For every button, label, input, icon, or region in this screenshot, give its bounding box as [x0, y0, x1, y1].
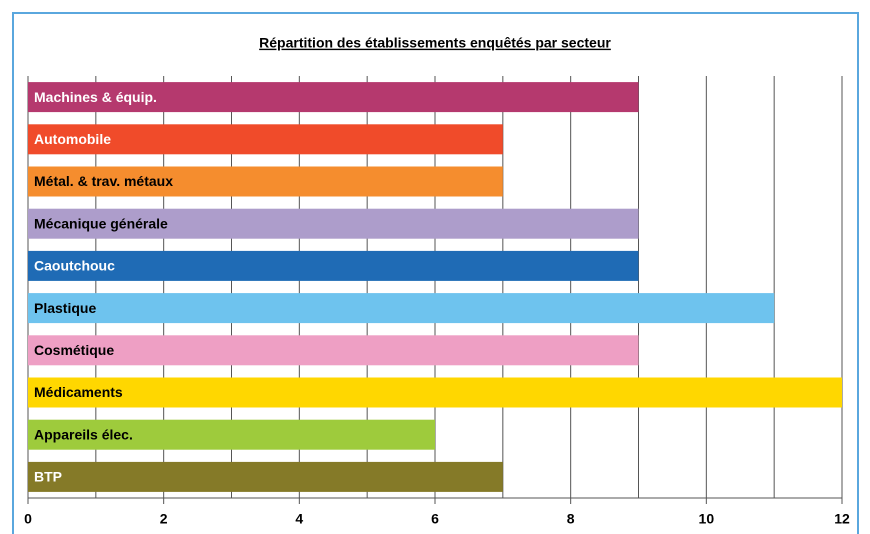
bar-label: Automobile — [34, 131, 111, 147]
bar-label: BTP — [34, 469, 62, 485]
bar-label: Caoutchouc — [34, 258, 115, 274]
bar — [28, 124, 503, 155]
x-tick-label: 6 — [431, 511, 439, 527]
x-tick-label: 4 — [295, 511, 303, 527]
bar — [28, 250, 639, 281]
x-tick-label: 12 — [834, 511, 850, 527]
x-tick-label: 2 — [160, 511, 168, 527]
bar-label: Cosmétique — [34, 342, 114, 358]
frame — [12, 12, 859, 534]
bar — [28, 461, 503, 492]
bar-label: Mécanique générale — [34, 215, 168, 231]
bar — [28, 166, 503, 197]
x-tick-label: 0 — [24, 511, 32, 527]
bar — [28, 335, 639, 366]
bar-label: Plastique — [34, 300, 96, 316]
bar — [28, 82, 639, 113]
bar-label: Machines & équip. — [34, 89, 157, 105]
bar — [28, 293, 775, 324]
bar — [28, 208, 639, 239]
bar-label: Métal. & trav. métaux — [34, 173, 173, 189]
x-tick-label: 8 — [567, 511, 575, 527]
bar-label: Appareils élec. — [34, 426, 133, 442]
bar — [28, 419, 435, 450]
x-tick-label: 10 — [699, 511, 715, 527]
bar-label: Médicaments — [34, 384, 123, 400]
chart-title: Répartition des établissements enquêtés … — [259, 35, 611, 51]
bar — [28, 377, 842, 408]
